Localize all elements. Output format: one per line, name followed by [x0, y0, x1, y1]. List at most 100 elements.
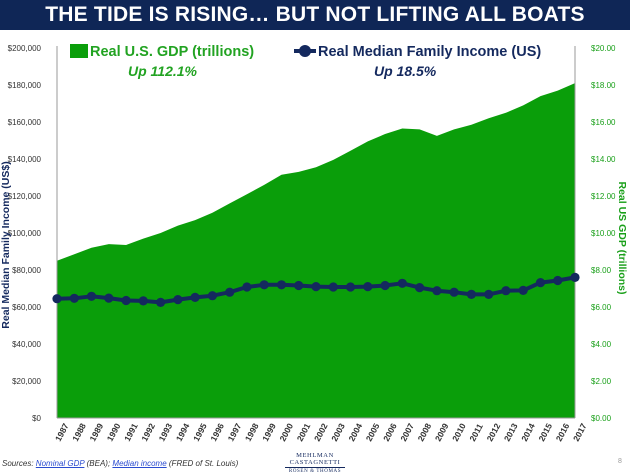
income-source-link[interactable]: Median income — [112, 459, 167, 468]
legend-gdp-change: Up 112.1% — [128, 63, 197, 79]
page-title: THE TIDE IS RISING… BUT NOT LIFTING ALL … — [0, 0, 630, 30]
left-axis-label: Real Median Family Income (US$) — [0, 161, 12, 329]
income-point — [138, 296, 148, 306]
income-point — [156, 297, 166, 307]
income-point — [518, 285, 528, 295]
right-tick-label: $4.00 — [591, 340, 612, 349]
income-marker-icon — [294, 44, 316, 58]
income-point — [69, 293, 79, 303]
x-tick-label: 1989 — [87, 421, 105, 443]
income-point — [363, 282, 373, 292]
legend-gdp-label: Real U.S. GDP (trillions) — [90, 44, 255, 60]
income-point — [449, 287, 459, 297]
right-tick-label: $6.00 — [591, 303, 612, 312]
x-tick-label: 1992 — [139, 421, 157, 443]
x-tick-label: 1994 — [174, 421, 192, 443]
right-tick-label: $0.00 — [591, 414, 612, 423]
left-tick-label: $80,000 — [12, 266, 41, 275]
right-axis-label: Real US GDP (trillions) — [616, 181, 628, 295]
x-tick-label: 1991 — [122, 421, 140, 443]
gdp-area — [57, 83, 575, 418]
legend-income-change: Up 18.5% — [374, 63, 437, 79]
income-point — [484, 289, 494, 299]
income-point — [242, 282, 252, 292]
x-tick-label: 1999 — [260, 421, 278, 443]
x-tick-label: 2015 — [536, 421, 554, 443]
income-point — [225, 287, 235, 297]
x-tick-label: 2007 — [398, 421, 416, 443]
income-point — [104, 293, 114, 303]
income-point — [276, 280, 287, 290]
x-tick-label: 2017 — [571, 421, 589, 443]
x-tick-label: 2004 — [346, 421, 364, 443]
x-tick-label: 1990 — [105, 421, 123, 443]
income-point — [294, 280, 304, 291]
logo-line-2: ROSEN & THOMAS — [288, 469, 342, 474]
x-tick-label: 2011 — [467, 422, 485, 443]
legend-gdp: Real U.S. GDP (trillions) Up 112.1% — [70, 44, 255, 79]
right-tick-label: $10.00 — [591, 229, 616, 238]
logo-line-1: MEHLMAN CASTAGNETTI — [289, 452, 341, 466]
x-tick-label: 2006 — [381, 421, 399, 443]
left-tick-label: $40,000 — [12, 340, 41, 349]
x-tick-label: 1993 — [157, 421, 175, 443]
x-tick-label: 1995 — [191, 421, 209, 443]
income-point — [466, 289, 476, 299]
income-point — [328, 282, 338, 292]
x-tick-label: 2010 — [450, 421, 468, 443]
income-point — [415, 283, 425, 293]
income-point — [397, 278, 407, 288]
left-tick-label: $200,000 — [8, 44, 42, 53]
x-tick-label: 2003 — [329, 421, 347, 443]
income-point — [535, 278, 546, 288]
income-point — [311, 282, 321, 292]
left-tick-label: $0 — [32, 414, 41, 423]
income-point — [570, 272, 580, 282]
gdp-swatch-icon — [70, 44, 88, 58]
gdp-source-text: (BEA); — [84, 459, 113, 468]
right-tick-label: $14.00 — [591, 155, 616, 164]
x-tick-label: 1988 — [70, 421, 88, 443]
right-tick-label: $12.00 — [591, 192, 616, 201]
x-tick-label: 2008 — [416, 421, 434, 443]
x-tick-label: 2016 — [554, 421, 572, 443]
logo-rule — [285, 467, 345, 468]
right-tick-label: $20.00 — [591, 44, 616, 53]
x-tick-label: 2009 — [433, 421, 451, 443]
x-tick-label: 2013 — [502, 421, 520, 443]
legend-income: Real Median Family Income (US) Up 18.5% — [294, 44, 542, 79]
left-tick-label: $160,000 — [8, 118, 42, 127]
x-tick-label: 2002 — [312, 421, 330, 443]
income-point — [173, 295, 183, 305]
x-tick-label: 1998 — [243, 421, 261, 443]
income-point — [207, 291, 217, 301]
income-point — [553, 275, 563, 286]
gdp-source-link[interactable]: Nominal GDP — [35, 459, 85, 468]
x-tick-label: 1996 — [208, 421, 226, 443]
left-tick-label: $100,000 — [8, 229, 42, 238]
income-source-text: (FRED of St. Louis) — [166, 459, 239, 468]
x-tick-label: 2014 — [519, 421, 537, 443]
right-tick-label: $2.00 — [591, 377, 612, 386]
page-number: 8 — [618, 458, 622, 465]
income-point — [345, 282, 356, 292]
x-tick-label: 2001 — [295, 421, 313, 443]
income-point — [121, 295, 131, 306]
right-tick-label: $16.00 — [591, 118, 616, 127]
left-tick-label: $180,000 — [8, 81, 42, 90]
left-tick-label: $140,000 — [8, 155, 42, 164]
x-tick-label: 2012 — [485, 421, 503, 443]
income-point — [86, 291, 97, 301]
legend-income-label: Real Median Family Income (US) — [318, 44, 542, 60]
sources-prefix: Sources: — [2, 459, 36, 468]
income-point — [380, 280, 390, 291]
left-tick-label: $120,000 — [8, 192, 42, 201]
income-point — [432, 286, 442, 296]
right-tick-label: $8.00 — [591, 266, 612, 275]
x-tick-label: 1997 — [226, 421, 244, 443]
left-tick-label: $60,000 — [12, 303, 41, 312]
sources-note: Sources: Nominal GDP (BEA); Median incom… — [2, 459, 238, 468]
income-point — [501, 286, 511, 296]
x-tick-label: 2000 — [277, 421, 295, 443]
